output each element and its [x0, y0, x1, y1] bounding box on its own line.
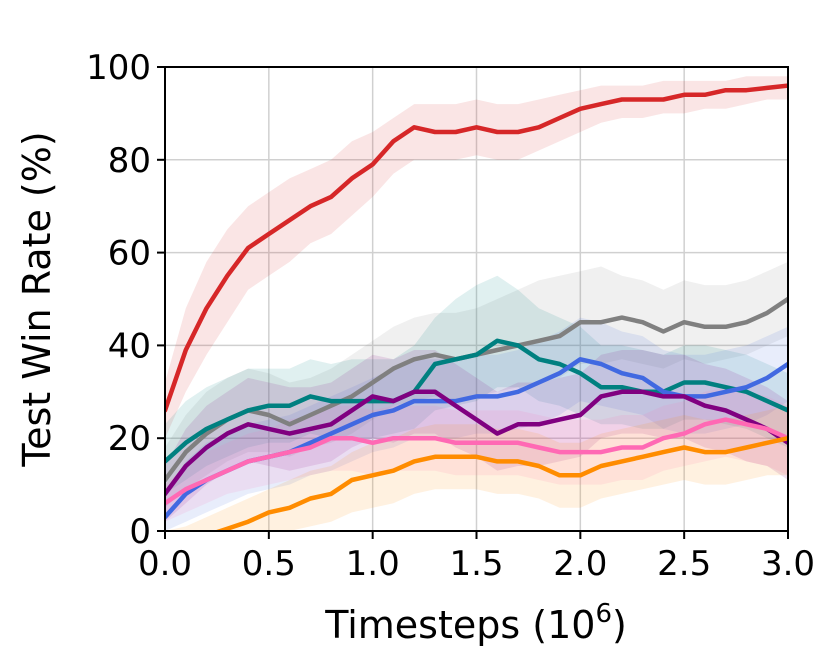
series-3-band [165, 317, 788, 531]
series-2-band [165, 275, 788, 494]
x-tick-label: 1.5 [449, 544, 503, 584]
series-1-band [165, 261, 788, 508]
y-tick-label: 100 [86, 48, 151, 88]
series-lines [165, 83, 788, 531]
y-tick-label: 0 [129, 512, 151, 552]
x-tick-label: 0.5 [242, 544, 296, 584]
series-5-line [165, 417, 788, 506]
series-2-line [165, 338, 788, 464]
x-tick-label: 2.5 [657, 544, 711, 584]
x-tick-label: 2.0 [553, 544, 607, 584]
y-tick-label: 40 [108, 326, 151, 366]
x-tick-label: 1.0 [346, 544, 400, 584]
series-6-line [213, 435, 788, 531]
confidence-bands [165, 76, 788, 531]
x-tick-label: 0.0 [138, 544, 192, 584]
y-tick-label: 60 [108, 234, 151, 274]
series-0-line [165, 83, 788, 413]
axis-ticks: 0.0 0.5 1.0 1.5 2.0 2.5 3.0 0 20 40 60 80 100 [86, 48, 815, 584]
x-axis-label: Timesteps (106) [324, 599, 627, 647]
series-5-band [165, 387, 788, 522]
series-4-line [165, 389, 788, 497]
series-6-band [165, 405, 788, 531]
series-0-band [165, 76, 788, 439]
x-tick-label: 3.0 [761, 544, 815, 584]
y-axis-label: Test Win Rate (%) [15, 131, 59, 467]
y-tick-label: 80 [108, 141, 151, 181]
y-tick-label: 20 [108, 419, 151, 459]
